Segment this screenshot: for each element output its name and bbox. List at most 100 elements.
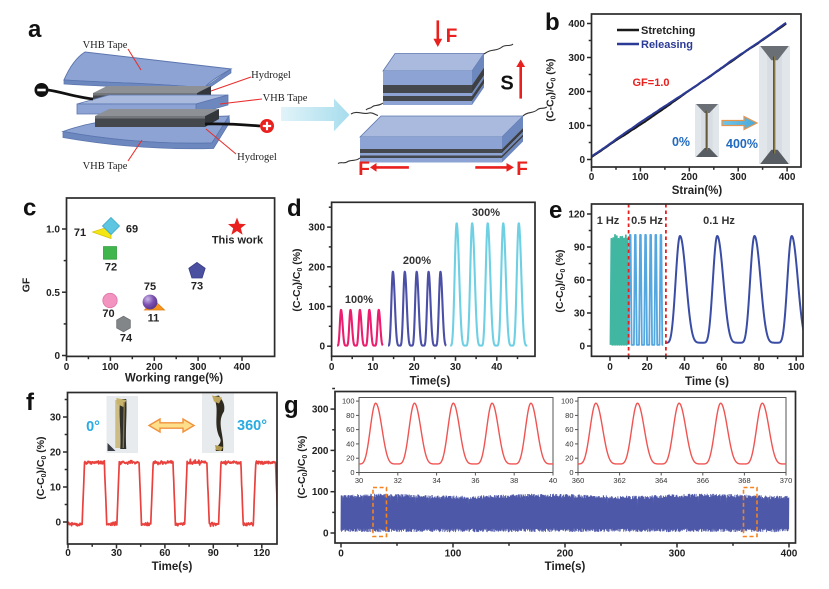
svg-text:200: 200 bbox=[568, 87, 585, 98]
svg-text:60: 60 bbox=[159, 548, 171, 559]
svg-text:Time(s): Time(s) bbox=[410, 376, 451, 388]
svg-text:75: 75 bbox=[144, 281, 156, 293]
svg-text:400: 400 bbox=[781, 549, 798, 560]
svg-text:0: 0 bbox=[55, 518, 61, 529]
svg-text:Hydrogel: Hydrogel bbox=[237, 152, 277, 163]
svg-text:368: 368 bbox=[738, 476, 751, 485]
svg-text:0: 0 bbox=[338, 549, 344, 560]
svg-text:60: 60 bbox=[716, 362, 728, 373]
svg-text:VHB Tape: VHB Tape bbox=[83, 40, 128, 51]
svg-text:f: f bbox=[26, 389, 35, 416]
svg-text:100: 100 bbox=[102, 362, 119, 373]
svg-text:200: 200 bbox=[312, 446, 329, 457]
svg-text:S: S bbox=[500, 72, 513, 94]
svg-text:30: 30 bbox=[50, 413, 62, 424]
svg-text:(C-C0)/C0 (%): (C-C0)/C0 (%) bbox=[296, 435, 309, 498]
svg-text:100: 100 bbox=[632, 172, 649, 183]
svg-text:GF=1.0: GF=1.0 bbox=[633, 77, 670, 89]
svg-text:0%: 0% bbox=[672, 135, 690, 149]
svg-text:300: 300 bbox=[308, 223, 325, 234]
svg-text:36: 36 bbox=[471, 476, 479, 485]
svg-text:60: 60 bbox=[565, 425, 573, 434]
svg-text:g: g bbox=[284, 392, 299, 419]
svg-text:80: 80 bbox=[346, 411, 354, 420]
svg-text:300: 300 bbox=[568, 53, 585, 64]
svg-text:VHB Tape: VHB Tape bbox=[83, 161, 128, 172]
svg-text:20: 20 bbox=[346, 454, 354, 463]
svg-text:200%: 200% bbox=[403, 255, 431, 267]
svg-text:0: 0 bbox=[579, 155, 585, 166]
svg-text:This work: This work bbox=[212, 235, 264, 247]
svg-text:Releasing: Releasing bbox=[641, 39, 693, 51]
svg-text:0: 0 bbox=[607, 362, 613, 373]
svg-text:10: 10 bbox=[367, 362, 379, 373]
svg-text:30: 30 bbox=[450, 362, 462, 373]
svg-text:360: 360 bbox=[572, 476, 585, 485]
svg-text:366: 366 bbox=[697, 476, 710, 485]
svg-text:(C-C0)/C0 (%): (C-C0)/C0 (%) bbox=[291, 248, 304, 311]
svg-text:0: 0 bbox=[569, 468, 573, 477]
svg-text:200: 200 bbox=[308, 262, 325, 273]
svg-text:100: 100 bbox=[445, 549, 462, 560]
svg-text:38: 38 bbox=[510, 476, 518, 485]
svg-text:20: 20 bbox=[565, 454, 573, 463]
svg-text:1.0: 1.0 bbox=[46, 225, 60, 236]
svg-text:90: 90 bbox=[208, 548, 220, 559]
svg-text:Working range(%): Working range(%) bbox=[125, 373, 223, 385]
svg-text:1 Hz: 1 Hz bbox=[597, 215, 620, 227]
svg-text:F: F bbox=[446, 26, 458, 47]
svg-text:300: 300 bbox=[190, 362, 207, 373]
svg-text:0: 0 bbox=[329, 362, 335, 373]
svg-text:32: 32 bbox=[394, 476, 402, 485]
svg-text:11: 11 bbox=[148, 313, 160, 325]
svg-text:80: 80 bbox=[565, 411, 573, 420]
svg-text:F: F bbox=[358, 159, 370, 180]
svg-text:(C-C0)/C0 (%): (C-C0)/C0 (%) bbox=[545, 58, 558, 121]
svg-text:69: 69 bbox=[126, 224, 138, 236]
svg-text:400: 400 bbox=[234, 362, 251, 373]
svg-text:0: 0 bbox=[64, 362, 70, 373]
svg-text:100%: 100% bbox=[345, 294, 373, 306]
svg-text:200: 200 bbox=[146, 362, 163, 373]
svg-text:80: 80 bbox=[753, 362, 765, 373]
svg-text:0: 0 bbox=[350, 468, 354, 477]
svg-text:300: 300 bbox=[669, 549, 686, 560]
svg-text:VHB Tape: VHB Tape bbox=[263, 93, 308, 104]
svg-text:200: 200 bbox=[557, 549, 574, 560]
svg-text:400%: 400% bbox=[726, 137, 758, 151]
svg-text:100: 100 bbox=[788, 362, 805, 373]
svg-text:Time(s): Time(s) bbox=[152, 561, 193, 573]
svg-text:100: 100 bbox=[342, 397, 355, 406]
svg-text:400: 400 bbox=[779, 172, 796, 183]
svg-text:20: 20 bbox=[409, 362, 421, 373]
svg-text:60: 60 bbox=[574, 276, 586, 287]
svg-text:20: 20 bbox=[642, 362, 654, 373]
svg-text:72: 72 bbox=[105, 262, 117, 274]
svg-text:300: 300 bbox=[312, 405, 329, 416]
svg-text:90: 90 bbox=[574, 243, 586, 254]
svg-text:40: 40 bbox=[679, 362, 691, 373]
svg-text:Time(s): Time(s) bbox=[545, 561, 586, 573]
svg-text:e: e bbox=[549, 197, 562, 224]
svg-text:0: 0 bbox=[579, 342, 585, 353]
svg-text:300%: 300% bbox=[472, 207, 500, 219]
svg-text:100: 100 bbox=[308, 302, 325, 313]
svg-text:71: 71 bbox=[74, 227, 86, 239]
svg-text:364: 364 bbox=[655, 476, 668, 485]
svg-text:20: 20 bbox=[50, 448, 62, 459]
svg-text:0°: 0° bbox=[86, 419, 100, 435]
svg-text:Hydrogel: Hydrogel bbox=[251, 70, 291, 81]
svg-text:0.1 Hz: 0.1 Hz bbox=[703, 215, 735, 227]
svg-text:40: 40 bbox=[491, 362, 503, 373]
svg-text:0: 0 bbox=[589, 172, 595, 183]
svg-text:Time (s): Time (s) bbox=[685, 376, 729, 388]
svg-text:100: 100 bbox=[312, 487, 329, 498]
svg-text:0.5: 0.5 bbox=[46, 288, 60, 299]
svg-text:34: 34 bbox=[432, 476, 440, 485]
svg-text:120: 120 bbox=[253, 548, 270, 559]
svg-text:b: b bbox=[545, 9, 560, 36]
svg-text:d: d bbox=[287, 195, 302, 222]
svg-text:100: 100 bbox=[568, 121, 585, 132]
svg-text:300: 300 bbox=[730, 172, 747, 183]
svg-text:0: 0 bbox=[54, 351, 60, 362]
